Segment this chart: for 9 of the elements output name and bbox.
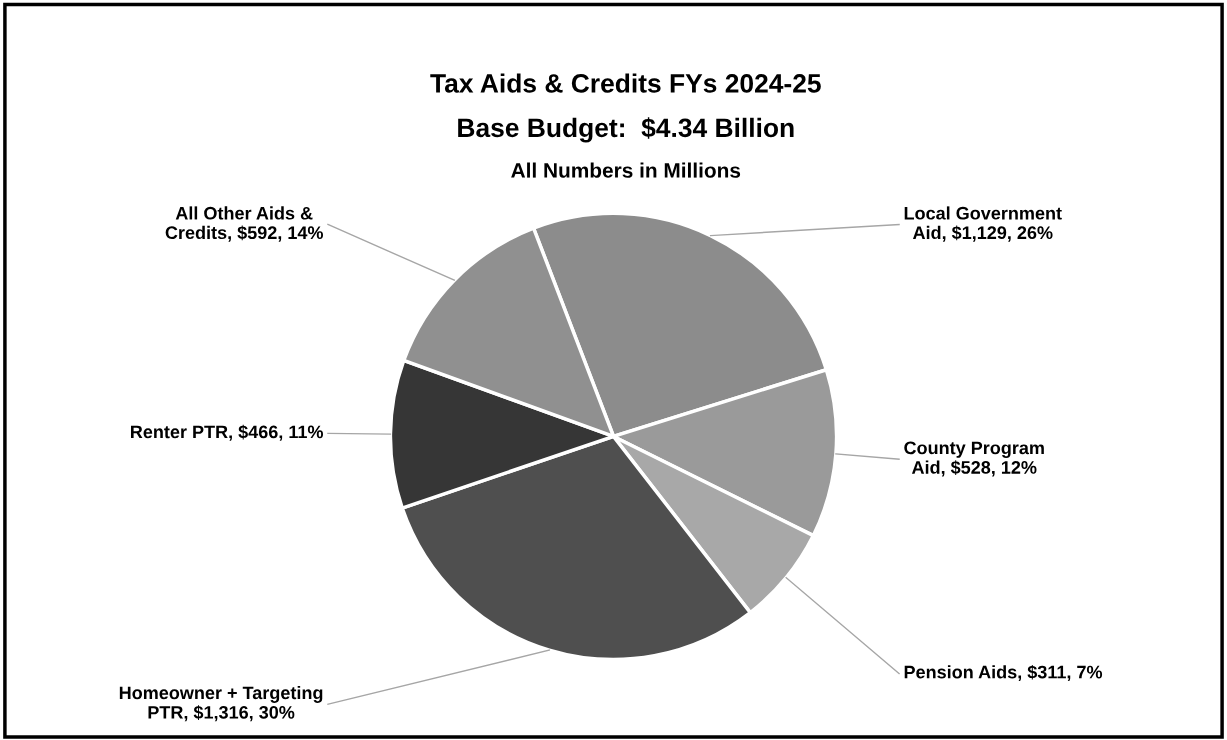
slice-label: Renter PTR, $466, 11% (131, 424, 324, 441)
text: All Numbers in Millions (511, 162, 741, 178)
slice-label: Pension Aids, $311, 7% (904, 664, 1103, 682)
slice-label: All Other Aids & Credits, $592, 14% (165, 206, 324, 242)
slice-label: Homeowner + Targeting PTR, $1,316, 30% (119, 685, 323, 722)
slice-label: County Program Aid, $528, 12% (904, 441, 1044, 477)
slice-label: Local Government Aid, $1,129, 26% (904, 206, 1062, 242)
chart-title: Tax Aids & Credits FYs 2024-25 (430, 73, 821, 93)
chart-subtitle: Base Budget: $4.34 Billion (458, 117, 794, 143)
